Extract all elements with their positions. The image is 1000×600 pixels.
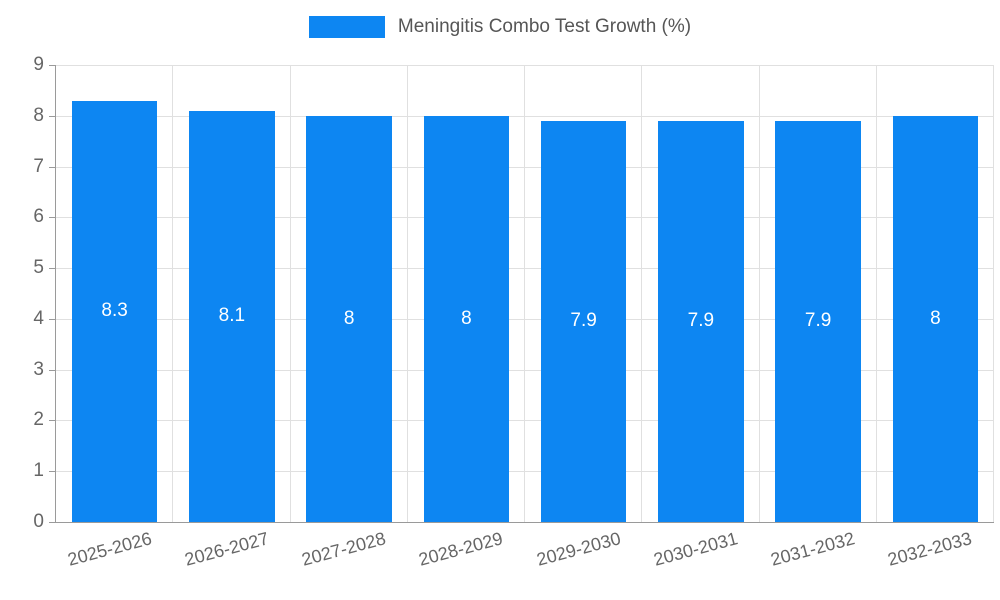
y-tick-label: 9 — [33, 54, 44, 75]
bar-value-label: 8.3 — [101, 300, 128, 322]
bar-2030-2031: 7.9 — [658, 120, 744, 522]
vertical-gridline — [524, 65, 525, 522]
horizontal-gridline — [56, 166, 994, 168]
vertical-gridline — [993, 65, 994, 522]
x-tick-label: 2029-2030 — [534, 528, 623, 570]
vertical-gridline — [758, 65, 760, 522]
x-tick-label: 2032-2033 — [885, 528, 975, 570]
x-tick-label: 2031-2032 — [768, 528, 857, 570]
horizontal-gridline — [56, 217, 994, 219]
bar-2029-2030: 7.9 — [540, 120, 627, 522]
vertical-gridline — [406, 65, 408, 522]
bar-value-label: 7.9 — [804, 310, 832, 332]
y-tick-mark — [49, 65, 55, 66]
x-tick-label: 2026-2027 — [182, 528, 271, 570]
bar-2026-2027: 8.1 — [189, 110, 275, 522]
x-tick-label: 2030-2031 — [651, 528, 740, 570]
y-tick-mark — [49, 471, 55, 473]
y-tick-label: 4 — [33, 307, 44, 329]
bar-value-label: 7.9 — [687, 310, 715, 332]
y-tick-mark — [49, 166, 55, 168]
y-tick-mark — [49, 318, 55, 320]
y-tick-label: 8 — [33, 104, 44, 126]
bar-2028-2029: 8 — [423, 115, 510, 522]
vertical-gridline — [172, 65, 174, 522]
y-tick-label: 2 — [33, 409, 44, 431]
bar-value-label: 7.9 — [570, 310, 597, 332]
horizontal-gridline — [56, 420, 994, 422]
x-tick-label: 2025-2026 — [65, 528, 154, 570]
y-tick-label: 7 — [33, 155, 44, 177]
y-tick-label: 6 — [33, 206, 44, 228]
bar-value-label: 8.1 — [218, 305, 246, 327]
legend-swatch[interactable] — [308, 16, 385, 38]
horizontal-gridline — [56, 115, 994, 117]
horizontal-gridline — [56, 65, 994, 66]
x-tick-label: 2027-2028 — [299, 528, 388, 570]
bar-value-label: 8 — [461, 307, 472, 329]
horizontal-gridline — [56, 318, 994, 320]
bar-2032-2033: 8 — [892, 115, 979, 522]
bar-2027-2028: 8 — [306, 115, 392, 522]
horizontal-gridline — [56, 471, 994, 473]
bar-2031-2032: 7.9 — [775, 120, 861, 522]
y-tick-mark — [49, 369, 55, 371]
y-tick-mark — [49, 268, 55, 270]
y-tick-label: 0 — [33, 511, 44, 532]
y-tick-label: 5 — [33, 257, 44, 279]
vertical-gridline — [875, 65, 877, 522]
legend: Meningitis Combo Test Growth (%) — [0, 16, 1000, 38]
y-tick-mark — [49, 522, 55, 523]
horizontal-gridline — [56, 268, 994, 270]
y-tick-mark — [49, 217, 55, 219]
y-tick-label: 1 — [33, 460, 44, 482]
vertical-gridline — [289, 65, 291, 522]
y-tick-mark — [49, 115, 55, 117]
y-tick-label: 3 — [33, 358, 44, 380]
vertical-gridline — [641, 65, 643, 522]
bar-value-label: 8 — [930, 307, 941, 329]
x-tick-label: 2028-2029 — [416, 528, 506, 570]
chart-title: Meningitis Combo Test Growth (%) — [397, 16, 692, 37]
y-tick-mark — [49, 420, 55, 422]
horizontal-gridline — [56, 369, 994, 371]
bar-value-label: 8 — [343, 307, 355, 329]
bar-2025-2026: 8.3 — [71, 100, 158, 522]
plot-area: 8.3 8.1 8 8 7.9 7.9 7.9 8 — [55, 65, 994, 523]
